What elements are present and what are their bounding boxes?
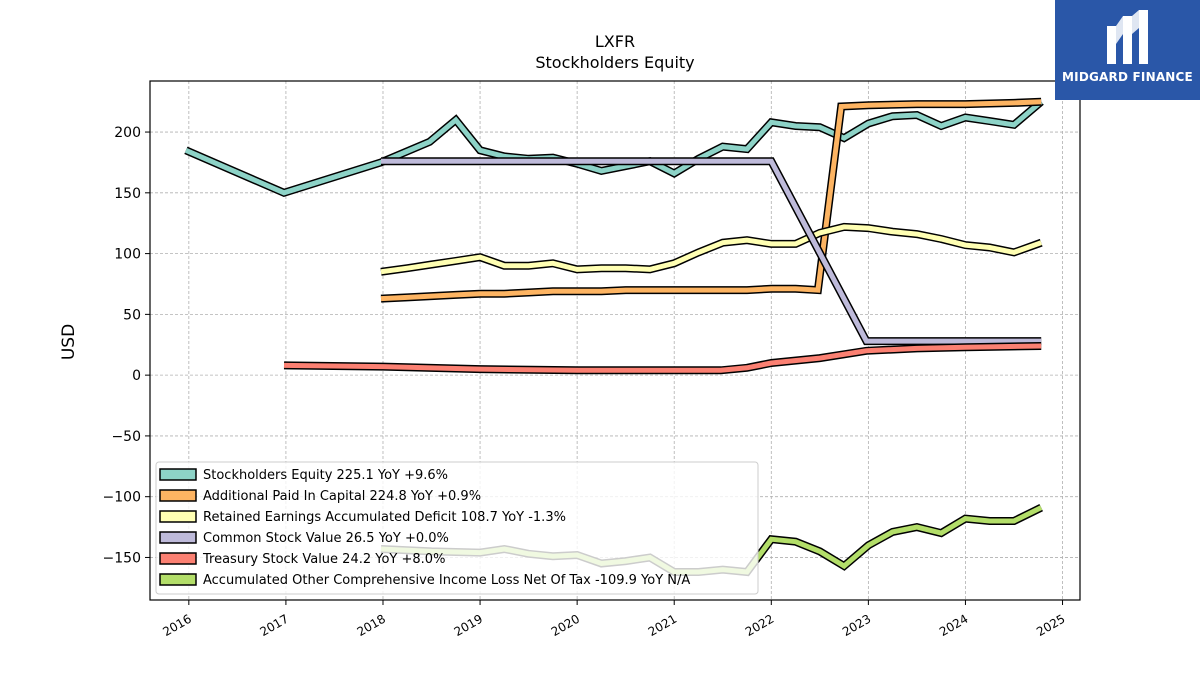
legend-swatch: [159, 573, 197, 586]
y-tick-label: −50: [111, 429, 141, 445]
legend-item: Common Stock Value 26.5 YoY +0.0%: [159, 531, 449, 546]
series-line: [381, 158, 1042, 344]
legend-label: Treasury Stock Value 24.2 YoY +8.0%: [202, 552, 445, 567]
legend-label: Accumulated Other Comprehensive Income L…: [203, 573, 690, 588]
x-tick-label: 2018: [355, 612, 388, 639]
brand-mark-icon: [1107, 10, 1148, 64]
x-tick-label: 2023: [840, 612, 873, 639]
legend-swatch: [159, 468, 197, 481]
x-tick-label: 2017: [257, 612, 290, 639]
legend-box: [155, 461, 759, 595]
x-tick-label: 2021: [646, 612, 679, 639]
legend-swatch: [159, 531, 197, 544]
brand-name: MIDGARD FINANCE: [1062, 70, 1193, 84]
x-tick-label: 2022: [743, 612, 776, 639]
y-tick-label: 200: [114, 125, 141, 141]
series-line: [380, 99, 1042, 302]
legend-item: Retained Earnings Accumulated Deficit 10…: [159, 510, 566, 525]
y-tick-label: 50: [123, 307, 141, 323]
series-line: [184, 99, 1043, 196]
x-axis: 2016 2017 2018 2019 2020 2021 2022 2023 2024 2025: [160, 600, 1068, 639]
series-1: [380, 97, 1042, 303]
legend-label: Stockholders Equity 225.1 YoY +9.6%: [203, 468, 448, 483]
legend-label: Common Stock Value 26.5 YoY +0.0%: [203, 531, 449, 546]
x-tick-label: 2024: [937, 612, 970, 639]
legend-label: Additional Paid In Capital 224.8 YoY +0.…: [203, 489, 481, 504]
series-line: [283, 343, 1042, 373]
y-tick-label: −150: [103, 550, 141, 566]
series-3: [381, 157, 1042, 346]
x-tick-label: 2020: [549, 612, 582, 639]
series-2: [380, 222, 1043, 276]
legend-swatch: [159, 510, 197, 523]
y-tick-label: 0: [132, 368, 141, 384]
legend-item: Accumulated Other Comprehensive Income L…: [159, 573, 690, 588]
chart-title: LXFR: [595, 32, 635, 51]
x-tick-label: 2016: [160, 612, 193, 639]
legend-swatch: [159, 489, 197, 502]
series-line: [380, 224, 1043, 275]
legend-item: Stockholders Equity 225.1 YoY +9.6%: [159, 468, 448, 483]
legend-label: Retained Earnings Accumulated Deficit 10…: [203, 510, 566, 525]
brand-logo: MIDGARD FINANCE: [1055, 0, 1200, 100]
legend-item: Treasury Stock Value 24.2 YoY +8.0%: [159, 552, 445, 567]
legend-swatch: [159, 552, 197, 565]
legend: Stockholders Equity 225.1 YoY +9.6% Addit…: [155, 461, 759, 595]
x-tick-label: 2019: [452, 612, 485, 639]
y-tick-label: 100: [114, 247, 141, 263]
y-tick-label: −100: [103, 490, 141, 506]
y-axis: −150 −100 −50 0 50 100 150 200: [103, 125, 150, 566]
chart-subtitle: Stockholders Equity: [535, 53, 694, 72]
y-tick-label: 150: [114, 186, 141, 202]
series-0: [184, 98, 1044, 198]
x-tick-label: 2025: [1034, 612, 1067, 639]
series-4: [283, 342, 1042, 375]
legend-item: Additional Paid In Capital 224.8 YoY +0.…: [159, 489, 481, 504]
y-axis-label: USD: [59, 324, 79, 360]
plot-frame: [149, 80, 1081, 601]
